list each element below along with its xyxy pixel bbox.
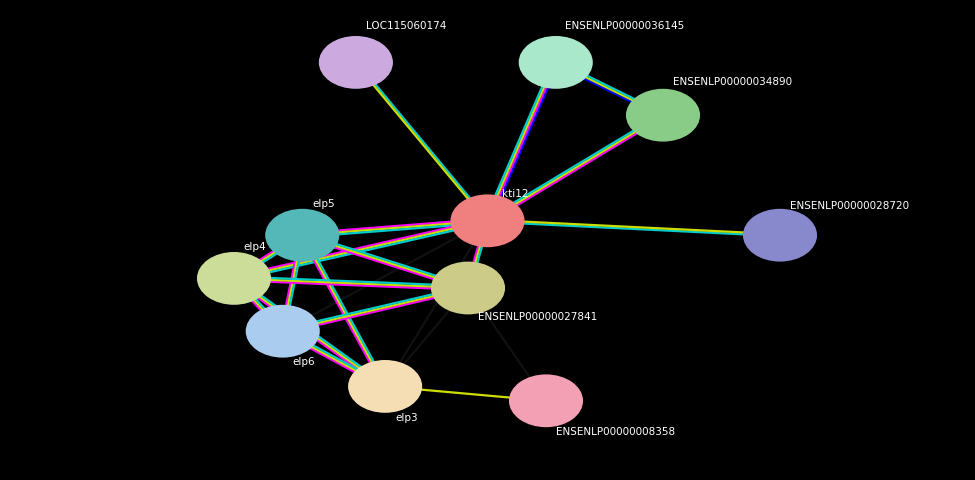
Ellipse shape	[431, 262, 505, 314]
Ellipse shape	[319, 36, 393, 89]
Text: kti12: kti12	[502, 190, 528, 199]
Text: ENSENLP00000027841: ENSENLP00000027841	[478, 312, 597, 322]
Ellipse shape	[519, 36, 593, 89]
Ellipse shape	[265, 209, 339, 262]
Text: elp6: elp6	[292, 358, 315, 367]
Text: elp3: elp3	[395, 413, 417, 422]
Ellipse shape	[348, 360, 422, 413]
Ellipse shape	[450, 194, 525, 247]
Text: LOC115060174: LOC115060174	[366, 22, 446, 31]
Ellipse shape	[246, 305, 320, 358]
Text: elp4: elp4	[244, 242, 266, 252]
Ellipse shape	[626, 89, 700, 142]
Ellipse shape	[197, 252, 271, 305]
Text: ENSENLP00000036145: ENSENLP00000036145	[566, 22, 684, 31]
Text: ENSENLP00000008358: ENSENLP00000008358	[556, 427, 675, 437]
Ellipse shape	[509, 374, 583, 427]
Text: ENSENLP00000034890: ENSENLP00000034890	[673, 77, 792, 86]
Ellipse shape	[743, 209, 817, 262]
Text: ENSENLP00000028720: ENSENLP00000028720	[790, 202, 909, 211]
Text: elp5: elp5	[312, 199, 334, 209]
